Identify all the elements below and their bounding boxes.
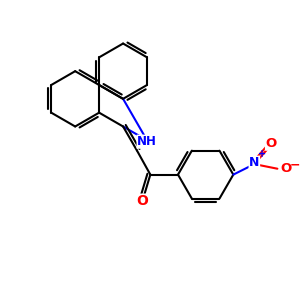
Text: NH: NH <box>137 135 157 148</box>
Text: −: − <box>290 158 300 171</box>
Text: O: O <box>266 137 277 150</box>
Text: O: O <box>280 162 291 175</box>
Text: N: N <box>249 156 260 169</box>
Text: O: O <box>136 194 148 208</box>
Text: +: + <box>258 148 266 159</box>
